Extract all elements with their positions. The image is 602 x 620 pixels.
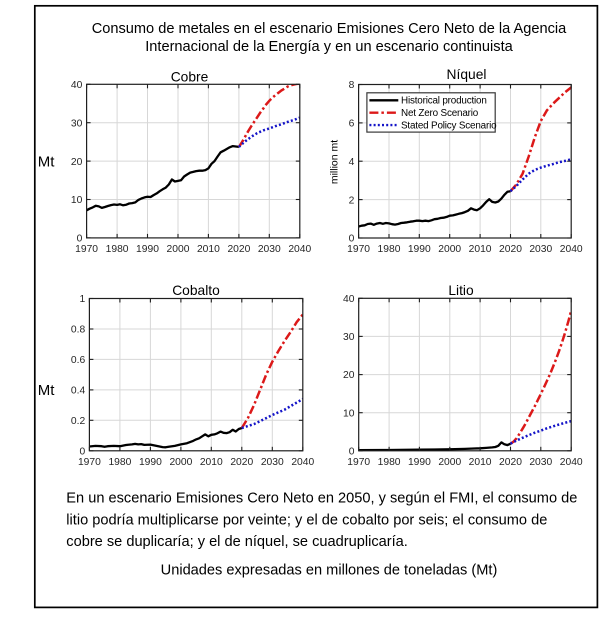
svg-text:2020: 2020 [227,244,250,255]
svg-text:1980: 1980 [106,244,129,255]
svg-text:0: 0 [79,447,85,458]
svg-text:1970: 1970 [347,244,370,255]
svg-text:2020: 2020 [230,457,253,468]
svg-text:1980: 1980 [108,457,131,468]
svg-text:Internacional de la Energía y: Internacional de la Energía y en un esce… [145,39,513,55]
svg-text:2030: 2030 [258,244,281,255]
svg-text:0: 0 [349,447,355,458]
svg-text:2000: 2000 [167,244,190,255]
svg-text:2010: 2010 [197,244,220,255]
svg-text:8: 8 [349,80,355,91]
svg-text:Mt: Mt [38,154,55,171]
svg-text:30: 30 [71,118,83,129]
svg-text:40: 40 [71,80,83,91]
svg-text:Net Zero Scenario: Net Zero Scenario [401,108,479,119]
svg-text:Stated Policy Scenario: Stated Policy Scenario [401,121,497,132]
svg-text:litio podría multiplicarse por: litio podría multiplicarse por veinte; y… [66,512,547,528]
svg-text:20: 20 [343,370,355,381]
svg-text:Historical production: Historical production [401,96,487,107]
svg-text:0: 0 [77,234,83,245]
svg-text:1990: 1990 [408,244,431,255]
svg-text:2000: 2000 [169,457,192,468]
svg-text:1980: 1980 [378,457,401,468]
svg-text:2000: 2000 [438,457,461,468]
svg-text:0.2: 0.2 [71,416,86,427]
svg-text:1990: 1990 [136,244,159,255]
svg-text:2030: 2030 [529,457,552,468]
svg-text:2010: 2010 [469,244,492,255]
svg-text:Unidades expresadas en millone: Unidades expresadas en millones de tonel… [161,563,498,579]
svg-text:0: 0 [349,234,355,245]
svg-text:cobre se duplicaría; y el de n: cobre se duplicaría; y el de níquel, se … [66,534,408,550]
svg-text:2030: 2030 [529,244,552,255]
svg-text:1: 1 [79,294,85,305]
svg-text:2040: 2040 [560,457,583,468]
svg-text:4: 4 [349,157,355,168]
svg-text:2010: 2010 [200,457,223,468]
svg-text:Cobalto: Cobalto [172,283,220,298]
svg-text:2020: 2020 [499,457,522,468]
svg-text:2010: 2010 [469,457,492,468]
svg-text:Consumo de metales en el escen: Consumo de metales en el escenario Emisi… [92,21,567,37]
svg-text:Cobre: Cobre [171,70,209,85]
svg-text:20: 20 [71,157,83,168]
svg-text:1990: 1990 [408,457,431,468]
svg-text:2: 2 [349,195,355,206]
svg-text:1970: 1970 [75,244,98,255]
svg-text:million mt: million mt [329,140,341,184]
svg-text:2040: 2040 [288,244,311,255]
svg-text:1980: 1980 [378,244,401,255]
svg-text:En un escenario Emisiones Cero: En un escenario Emisiones Cero Neto en 2… [66,491,577,507]
svg-text:0.6: 0.6 [71,355,86,366]
svg-text:1970: 1970 [78,457,101,468]
svg-text:Mt: Mt [38,382,55,399]
svg-text:1990: 1990 [139,457,162,468]
svg-text:0.8: 0.8 [71,325,86,336]
svg-text:10: 10 [71,195,83,206]
svg-text:6: 6 [349,119,355,130]
svg-text:1970: 1970 [347,457,370,468]
svg-text:40: 40 [343,294,355,305]
svg-text:2040: 2040 [560,244,583,255]
svg-text:10: 10 [343,408,355,419]
svg-text:Litio: Litio [448,283,474,298]
svg-text:0.4: 0.4 [71,386,86,397]
svg-text:30: 30 [343,332,355,343]
svg-text:2020: 2020 [499,244,522,255]
svg-text:Níquel: Níquel [447,67,487,82]
svg-text:2030: 2030 [261,457,284,468]
svg-text:2000: 2000 [438,244,461,255]
svg-text:2040: 2040 [291,457,314,468]
